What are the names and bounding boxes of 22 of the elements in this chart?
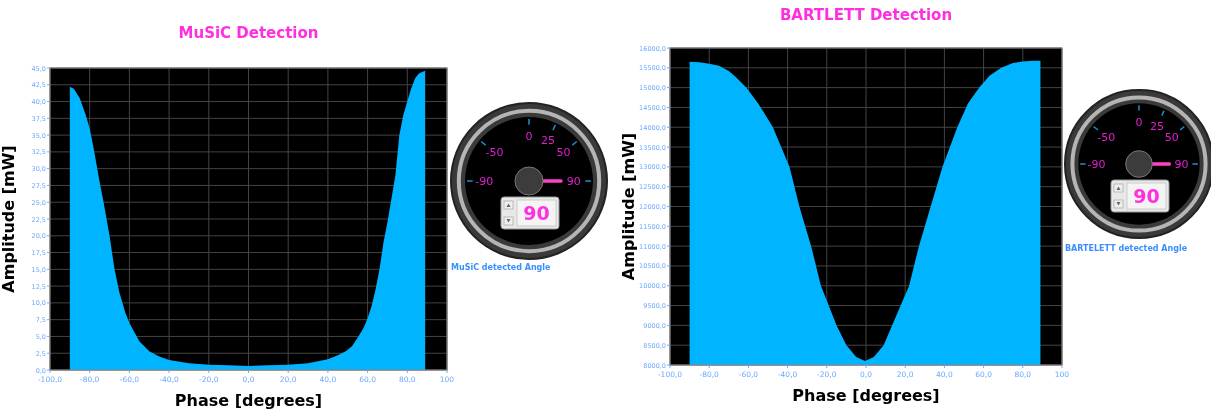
text: MuSiC detected Angle: [451, 263, 552, 272]
chart-title: MuSiC Detection: [178, 24, 319, 42]
text: 25: [1150, 119, 1165, 133]
text: 50: [556, 146, 571, 160]
text: -90: [475, 175, 494, 188]
text: -90: [1087, 158, 1106, 171]
text: 0: [1135, 115, 1143, 129]
y-axis-title: Amplitude [mW]: [0, 145, 18, 293]
x-axis-title: Phase [degrees]: [174, 391, 323, 409]
text: 90: [1174, 158, 1189, 171]
text: 25: [541, 134, 556, 148]
text: 50: [1164, 130, 1179, 144]
chart-title: BARTLETT Detection: [779, 6, 953, 24]
text: -50: [1097, 130, 1116, 144]
text: 90: [523, 202, 550, 224]
y-axis-title: Amplitude [mW]: [619, 132, 638, 281]
text: 0: [525, 130, 533, 144]
text: 90: [566, 175, 581, 188]
text: 90: [1133, 185, 1160, 207]
text: -50: [485, 146, 504, 160]
x-axis-title: Phase [degrees]: [792, 386, 940, 405]
text: BARTELETT detected Angle: [1065, 244, 1188, 253]
